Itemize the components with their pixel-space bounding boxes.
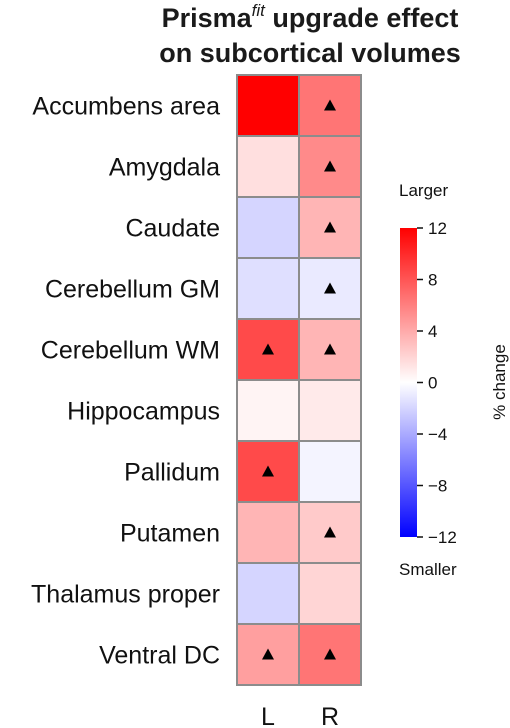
row-label-thalamus-proper: Thalamus proper: [31, 581, 220, 609]
row-label-accumbens-area: Accumbens area: [32, 93, 220, 121]
colorbar-axis-label: % change: [490, 344, 509, 420]
row-label-caudate: Caudate: [125, 215, 220, 243]
significance-markers: [262, 99, 336, 660]
significance-marker-putamen-r: [324, 526, 336, 538]
significance-marker-ventral-dc-l: [262, 648, 274, 660]
heat-cell-caudate-l: [236, 196, 300, 259]
row-labels: Accumbens area Amygdala Caudate Cerebellum …: [31, 93, 220, 670]
significance-marker-amygdala-r: [324, 160, 336, 172]
heat-cell-pallidum-r: [298, 440, 362, 503]
row-label-pallidum: Pallidum: [124, 459, 220, 487]
colorbar-tick-label: −12: [428, 528, 457, 547]
colorbar-tick-label: 0: [428, 374, 437, 393]
colorbar-tick-label: 8: [428, 271, 437, 290]
significance-marker-accumbens-area-r: [324, 99, 336, 111]
chart-title-line1: Prismafit upgrade effect: [162, 1, 459, 33]
heat-cell-thalamus-proper-r: [298, 562, 362, 625]
colorbar-tick-label: −8: [428, 477, 447, 496]
colorbar-ticks: 12 8 4 0 −4 −8 −12: [417, 219, 457, 547]
colorbar-gradient: [400, 228, 417, 537]
heat-cell-amygdala-l: [236, 135, 300, 198]
colorbar-tick-label: −4: [428, 425, 447, 444]
row-label-ventral-dc: Ventral DC: [99, 642, 220, 670]
heat-cell-putamen-l: [236, 501, 300, 564]
colorbar-bottom-label: Smaller: [399, 560, 457, 579]
row-label-cerebellum-wm: Cerebellum WM: [41, 337, 220, 365]
row-label-cerebellum-gm: Cerebellum GM: [45, 276, 220, 304]
heat-cell-accumbens-area-l: [236, 74, 300, 137]
colorbar: Larger 12 8 4 0 −4 −8 −12 Smaller % change: [399, 181, 509, 579]
significance-marker-cerebellum-wm-l: [262, 343, 274, 355]
significance-marker-ventral-dc-r: [324, 648, 336, 660]
title-suffix: upgrade effect: [265, 3, 459, 33]
heatmap-cells: [236, 74, 362, 686]
colorbar-top-label: Larger: [399, 181, 448, 200]
heat-cell-cerebellum-gm-l: [236, 257, 300, 320]
title-superscript: fit: [252, 1, 267, 20]
colorbar-tick-label: 12: [428, 219, 447, 238]
heat-cell-thalamus-proper-l: [236, 562, 300, 625]
row-label-amygdala: Amygdala: [109, 154, 220, 182]
column-label-l: L: [261, 703, 275, 728]
significance-marker-cerebellum-wm-r: [324, 343, 336, 355]
row-label-hippocampus: Hippocampus: [67, 398, 220, 426]
row-label-putamen: Putamen: [120, 520, 220, 548]
heat-cell-hippocampus-r: [298, 379, 362, 442]
column-label-r: R: [321, 703, 339, 728]
significance-marker-caudate-r: [324, 221, 336, 233]
chart-title-line2: on subcortical volumes: [159, 38, 461, 68]
heat-cell-hippocampus-l: [236, 379, 300, 442]
significance-marker-pallidum-l: [262, 465, 274, 477]
significance-marker-cerebellum-gm-r: [324, 282, 336, 294]
title-prefix: Prisma: [162, 3, 253, 33]
colorbar-tick-label: 4: [428, 322, 437, 341]
